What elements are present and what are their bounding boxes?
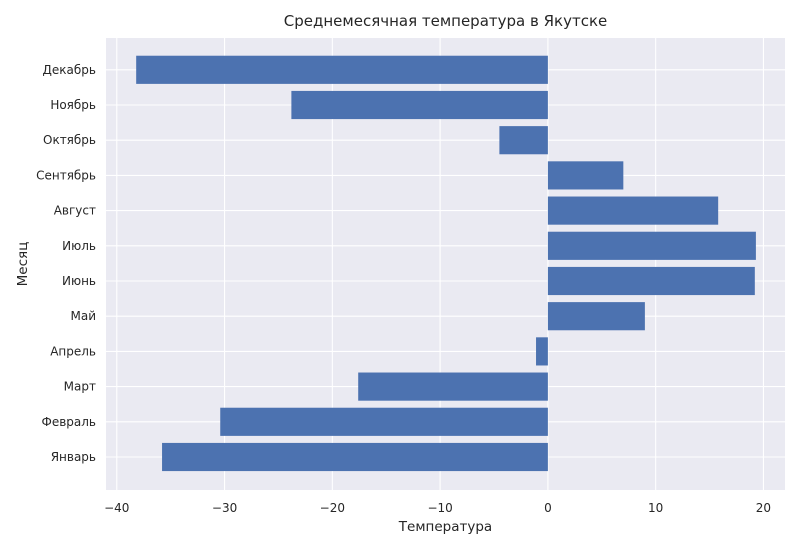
y-tick-label: Декабрь: [43, 63, 96, 77]
x-tick-label: 10: [648, 501, 663, 515]
y-tick-label: Ноябрь: [50, 98, 96, 112]
bar-4: [536, 337, 548, 366]
bar-5: [547, 302, 645, 331]
x-axis-title: Температура: [398, 519, 492, 535]
bar-3: [358, 372, 548, 401]
y-tick-label: Апрель: [50, 344, 96, 358]
x-tick-label: −10: [427, 501, 452, 515]
chart-title: Среднемесячная температура в Якутске: [284, 12, 607, 30]
y-axis-title: Месяц: [15, 242, 31, 287]
x-tick-label: 0: [544, 501, 552, 515]
bar-2: [220, 407, 548, 436]
bar-9: [547, 161, 624, 190]
bar-1: [162, 442, 548, 472]
x-tick-label: 20: [756, 501, 771, 515]
bar-11: [291, 90, 548, 120]
x-tick-label: −20: [320, 501, 345, 515]
bar-10: [499, 126, 548, 155]
y-tick-label: Август: [54, 204, 96, 218]
y-tick-label: Январь: [51, 450, 96, 464]
y-tick-label: Май: [70, 309, 96, 323]
x-tick-label: −30: [212, 501, 237, 515]
bar-7: [547, 231, 756, 260]
y-tick-label: Март: [64, 380, 96, 394]
bars: [136, 55, 756, 472]
y-tick-labels: Январь Февраль Март Апрель Май Июнь Июль Август…: [36, 63, 96, 464]
y-tick-label: Сентябрь: [36, 168, 96, 182]
y-tick-label: Февраль: [42, 415, 97, 429]
y-tick-label: Июль: [62, 239, 96, 253]
x-tick-label: −40: [104, 501, 129, 515]
bar-8: [547, 196, 719, 225]
bar-12: [136, 55, 548, 84]
y-tick-label: Октябрь: [43, 133, 96, 147]
x-tick-labels: −40 −30 −20 −10 0 10 20: [104, 501, 771, 515]
bar-6: [547, 266, 755, 296]
y-tick-label: Июнь: [62, 274, 96, 288]
